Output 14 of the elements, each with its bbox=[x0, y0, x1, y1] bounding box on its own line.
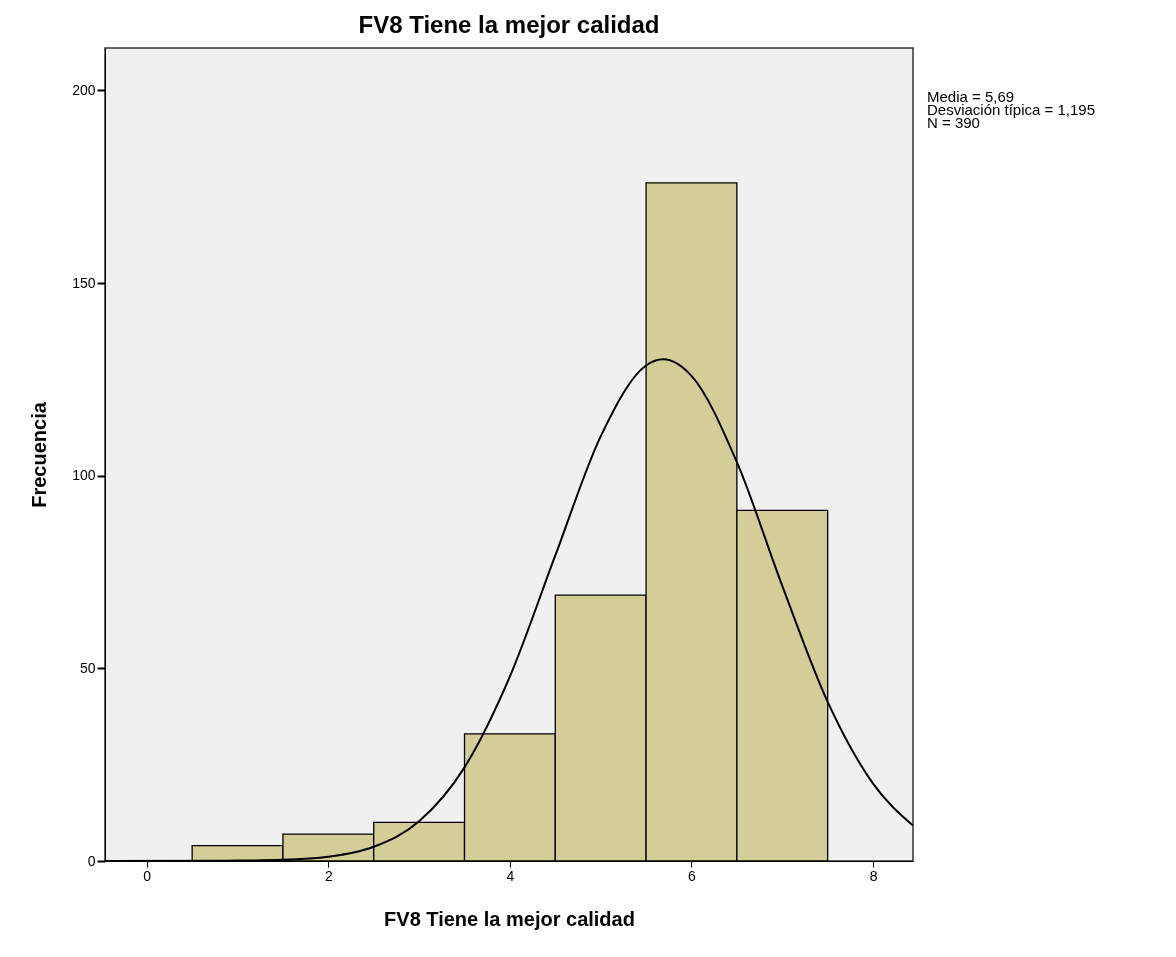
y-tick-label: 100 bbox=[72, 467, 96, 484]
y-tick-label: 50 bbox=[79, 659, 96, 676]
chart-title: FV8 Tiene la mejor calidad bbox=[358, 11, 660, 38]
y-axis-title: Frecuencia bbox=[28, 401, 51, 508]
x-tick-label: 2 bbox=[324, 867, 333, 884]
y-tick-label: 150 bbox=[72, 274, 96, 291]
x-tick-label: 8 bbox=[869, 867, 878, 884]
x-tick-label: 0 bbox=[143, 867, 152, 884]
x-tick-label: 4 bbox=[506, 867, 515, 884]
x-axis-title: FV8 Tiene la mejor calidad bbox=[384, 907, 635, 930]
x-tick-label: 6 bbox=[688, 867, 697, 884]
text: N = 390 bbox=[927, 114, 980, 131]
y-tick-label: 200 bbox=[72, 81, 96, 98]
y-tick-label: 0 bbox=[87, 852, 96, 869]
